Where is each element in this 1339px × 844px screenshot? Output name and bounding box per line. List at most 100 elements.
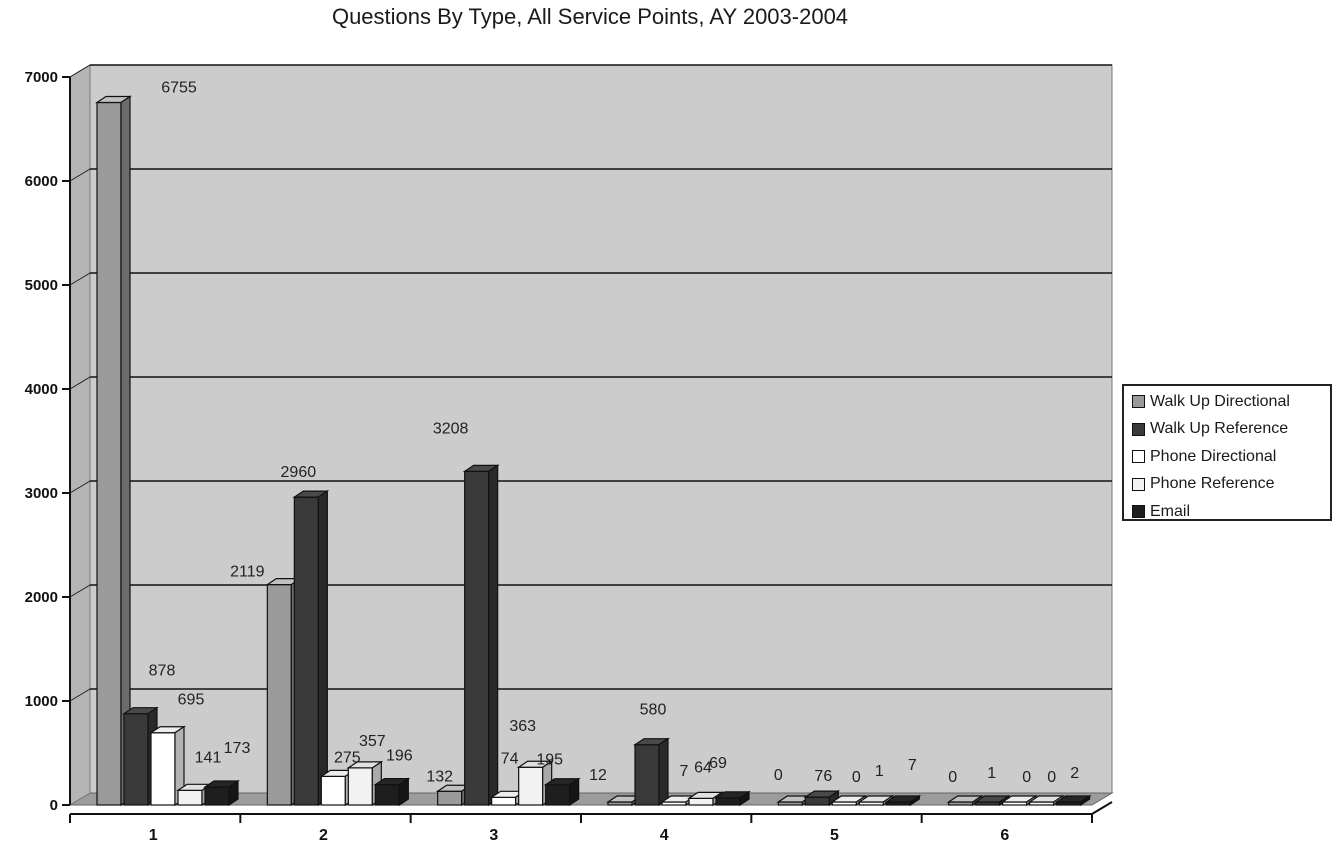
- legend-label: Walk Up Directional: [1150, 392, 1290, 410]
- data-label: 12: [589, 767, 607, 784]
- bar-front: [320, 775, 346, 806]
- bar: [95, 95, 132, 807]
- chart-legend: Walk Up Directional Walk Up Reference Phon…: [1122, 384, 1332, 521]
- y-tick-label: 7000: [25, 69, 58, 86]
- bar-side: [228, 779, 239, 807]
- data-label: 878: [149, 663, 176, 680]
- bar-front: [150, 732, 176, 806]
- bar: [373, 777, 411, 807]
- bar-front: [518, 766, 544, 806]
- bar-side: [488, 464, 499, 807]
- bar: [884, 794, 922, 807]
- y-tick-label: 5000: [25, 277, 58, 294]
- data-label: 76: [814, 768, 832, 785]
- data-label: 132: [426, 768, 453, 785]
- data-label: 0: [774, 767, 783, 784]
- x-tick-label: 1: [149, 827, 158, 844]
- bar-side: [120, 95, 131, 807]
- bar-front: [293, 496, 319, 806]
- legend-label: Phone Reference: [1150, 475, 1275, 493]
- y-tick-label: 4000: [25, 381, 58, 398]
- x-tick-label: 2: [319, 827, 328, 844]
- bar-front: [204, 786, 230, 806]
- data-label: 196: [386, 748, 413, 765]
- gridline-depth: [69, 688, 91, 702]
- bar: [149, 725, 186, 807]
- x-tick-label: 5: [830, 827, 839, 844]
- bar-front: [634, 744, 660, 806]
- bar-front: [437, 790, 463, 806]
- data-label: 1: [875, 763, 884, 780]
- data-label: 7: [908, 757, 917, 774]
- legend-item: Walk Up Reference: [1132, 416, 1330, 444]
- bar-side: [658, 737, 669, 807]
- legend-item: Phone Reference: [1132, 471, 1330, 499]
- bar: [462, 464, 500, 807]
- data-label: 195: [536, 752, 563, 769]
- data-label: 3208: [433, 420, 469, 437]
- data-label: 64: [694, 759, 712, 776]
- data-label: 363: [509, 718, 536, 735]
- data-label: 1: [987, 765, 996, 782]
- x-axis-depth: [1091, 801, 1113, 815]
- data-label: 7: [680, 763, 689, 780]
- bar-side: [739, 790, 750, 807]
- x-tick-label: 3: [489, 827, 498, 844]
- chart-gridlines: [69, 64, 1112, 702]
- bar-front: [374, 784, 400, 806]
- bar: [292, 490, 330, 807]
- data-label: 2960: [281, 464, 317, 481]
- bar-side: [909, 794, 920, 807]
- bar: [1027, 794, 1065, 807]
- chart-back-wall: [89, 64, 1113, 794]
- legend-swatch: [1132, 505, 1145, 519]
- gridline-depth: [69, 272, 91, 286]
- data-label: 580: [640, 702, 667, 719]
- bar-side: [569, 777, 580, 807]
- legend-item: Phone Directional: [1132, 443, 1330, 471]
- data-label: 695: [178, 692, 205, 709]
- data-label: 357: [359, 733, 386, 750]
- chart-wall: [68, 64, 1114, 806]
- y-tick-label: 3000: [25, 485, 58, 502]
- y-tick-label: 1000: [25, 693, 58, 710]
- bar: [1054, 794, 1092, 807]
- legend-item: Walk Up Directional: [1132, 388, 1330, 416]
- gridline-depth: [69, 480, 91, 494]
- bar-side: [317, 490, 328, 807]
- legend-label: Walk Up Reference: [1150, 420, 1289, 438]
- bar-front: [464, 470, 490, 806]
- bar: [543, 777, 581, 807]
- data-label: 74: [501, 750, 519, 767]
- bar-front: [491, 796, 517, 806]
- legend-swatch: [1132, 395, 1145, 409]
- x-tick-label: 6: [1000, 827, 1009, 844]
- chart-title: Questions By Type, All Service Points, A…: [331, 4, 849, 29]
- data-label: 0: [1022, 769, 1031, 786]
- data-label: 275: [334, 749, 361, 766]
- gridline-depth: [69, 64, 91, 78]
- data-label: 173: [224, 740, 251, 757]
- bar-front: [123, 713, 149, 806]
- bar-front: [266, 584, 292, 806]
- bar-side: [1080, 794, 1091, 807]
- gridline-depth: [69, 168, 91, 182]
- bar: [633, 737, 670, 807]
- data-label: 2119: [230, 564, 265, 581]
- data-label: 0: [1047, 769, 1056, 786]
- y-tick-label: 2000: [25, 589, 58, 606]
- legend-swatch: [1132, 477, 1145, 491]
- bar-front: [804, 796, 830, 806]
- bar-front: [715, 797, 741, 806]
- bar-front: [96, 101, 122, 806]
- data-label: 0: [852, 769, 861, 786]
- legend-swatch: [1132, 450, 1145, 464]
- chart-bars: [95, 95, 1092, 807]
- bar: [973, 794, 1011, 807]
- gridline-depth: [69, 584, 91, 598]
- data-label: 2: [1070, 765, 1079, 782]
- bar-front: [545, 784, 571, 806]
